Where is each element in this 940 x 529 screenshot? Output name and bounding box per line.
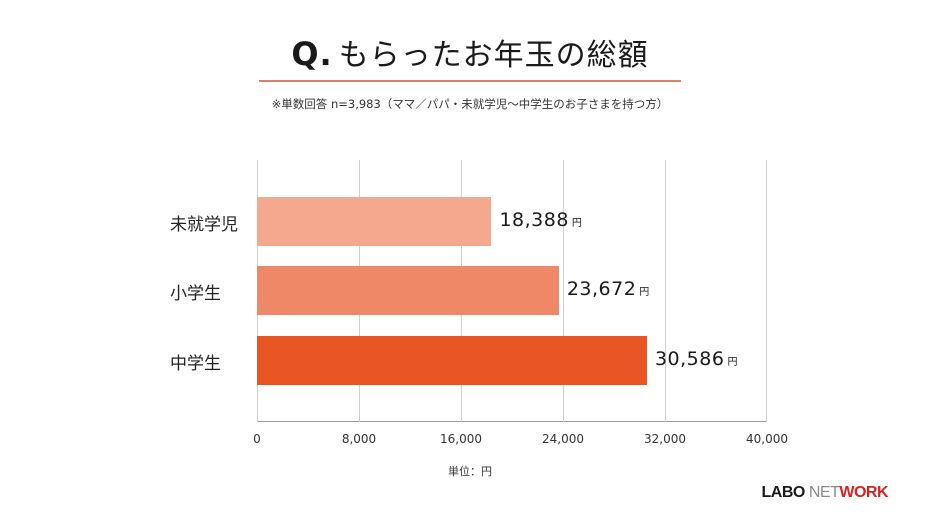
bar (257, 197, 492, 246)
value-label: 23,672 円 (566, 278, 650, 300)
chart-title: Q. もらったお年玉の総額 (0, 30, 940, 74)
x-tick-label: 40,000 (746, 432, 788, 446)
x-tick-label: 8,000 (341, 432, 377, 446)
value-label: 18,388 円 (499, 209, 583, 231)
category-label: 小学生 (170, 284, 221, 304)
bar (257, 336, 647, 385)
x-tick-label: 24,000 (542, 432, 584, 446)
gridline (665, 160, 666, 422)
gridline (563, 160, 564, 422)
value-label: 30,586 円 (654, 348, 738, 370)
x-tick-label: 32,000 (644, 432, 686, 446)
gridline (766, 160, 767, 422)
bar (257, 266, 559, 315)
x-axis-line (257, 421, 767, 422)
plot-area (257, 160, 767, 422)
chart-subtitle: ※単数回答 n=3,983（ママ／パパ・未就学児〜中学生のお子さまを持つ方） (271, 97, 669, 111)
title-underline (259, 80, 681, 82)
question-mark: Q. (291, 35, 333, 73)
title-text: もらったお年玉の総額 (338, 38, 649, 73)
labo-network-logo: LABO NETWORK (761, 484, 889, 501)
category-label: 未就学児 (170, 215, 238, 235)
category-label: 中学生 (170, 354, 221, 374)
x-tick-label: 16,000 (440, 432, 482, 446)
x-tick-label: 0 (253, 432, 261, 446)
unit-label: 単位：円 (448, 465, 492, 478)
